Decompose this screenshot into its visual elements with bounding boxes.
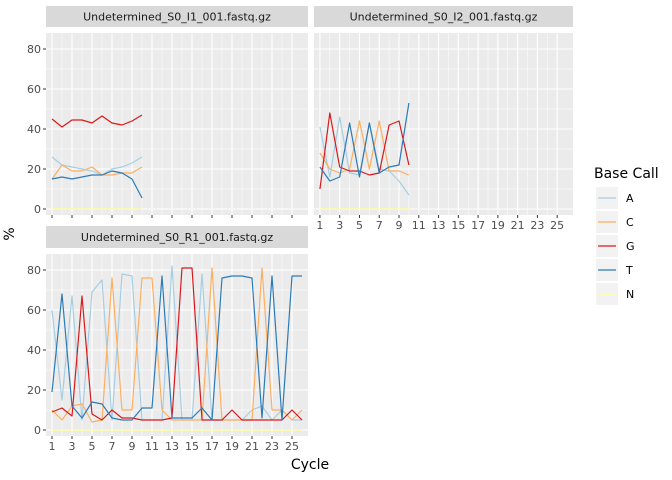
y-tick-label: 40: [27, 123, 41, 136]
y-axis-title: %: [2, 227, 18, 240]
series-line-C: [319, 120, 410, 176]
legend-label: G: [626, 240, 635, 253]
x-tick-label: 17: [205, 440, 219, 453]
x-tick-label: 5: [356, 219, 363, 232]
x-tick-label: 7: [109, 440, 116, 453]
panel-strip: [46, 6, 308, 27]
x-axis-title: Cycle: [291, 457, 329, 473]
legend-entry-N: N: [596, 283, 634, 305]
y-tick-label: 20: [27, 163, 41, 176]
series-line-G: [51, 267, 303, 421]
x-tick-label: 23: [530, 219, 544, 232]
panel-1: Undetermined_S0_I1_001.fastq.gz 0 20 40 60 80: [27, 6, 308, 218]
legend-entry-C: C: [596, 211, 634, 233]
y-tick-label: 0: [34, 424, 41, 437]
x-tick-label: 3: [336, 219, 343, 232]
legend-label: T: [625, 264, 633, 277]
panel-strip: [314, 6, 573, 27]
x-tick-label: 21: [511, 219, 525, 232]
panel-2: Undetermined_S0_I2_001.fastq.gz1 3 5 7 9 11 13…: [314, 6, 573, 232]
panel-background: [46, 33, 308, 215]
x-tick-label: 25: [285, 440, 299, 453]
panel-title: Undetermined_S0_I2_001.fastq.gz: [350, 11, 538, 24]
legend-entry-G: G: [596, 235, 635, 257]
x-tick-label: 1: [316, 219, 323, 232]
y-tick-label: 0: [34, 203, 41, 216]
y-tick-label: 60: [27, 304, 41, 317]
x-tick-label: 7: [376, 219, 383, 232]
panel-title: Undetermined_S0_I1_001.fastq.gz: [83, 11, 271, 24]
panel-strip: [46, 226, 308, 248]
x-tick-label: 23: [265, 440, 279, 453]
series-line-C: [51, 164, 143, 180]
y-tick-label: 40: [27, 344, 41, 357]
series-line-A: [51, 156, 143, 176]
legend-label: C: [626, 216, 634, 229]
x-tick-label: 1: [49, 440, 56, 453]
series-line-G: [319, 112, 410, 190]
x-tick-label: 13: [432, 219, 446, 232]
y-tick-label: 80: [27, 264, 41, 277]
x-tick-label: 9: [129, 440, 136, 453]
y-tick-label: 80: [27, 43, 41, 56]
x-tick-label: 13: [165, 440, 179, 453]
series-line-T: [319, 102, 410, 182]
series-line-T: [51, 275, 302, 421]
legend-entry-T: T: [596, 259, 633, 281]
panel-background: [314, 33, 573, 215]
x-tick-label: 21: [245, 440, 259, 453]
series-line-G: [51, 114, 143, 128]
x-tick-label: 9: [396, 219, 403, 232]
x-tick-label: 25: [550, 219, 564, 232]
x-tick-label: 15: [451, 219, 465, 232]
legend-label: N: [626, 288, 634, 301]
series-line-C: [51, 267, 303, 423]
x-tick-label: 11: [145, 440, 159, 453]
x-tick-label: 11: [412, 219, 426, 232]
x-tick-label: 15: [185, 440, 199, 453]
panel-title: Undetermined_S0_R1_001.fastq.gz: [81, 231, 273, 244]
x-tick-label: 17: [471, 219, 485, 232]
legend-entry-A: A: [596, 187, 634, 209]
panel-3: Undetermined_S0_R1_001.fastq.gz 0 20 40 60 80…: [27, 226, 308, 453]
y-tick-label: 60: [27, 83, 41, 96]
panels-layer: Undetermined_S0_I1_001.fastq.gz 0 20 40 60 80…: [27, 6, 573, 453]
x-tick-label: 19: [225, 440, 239, 453]
legend-label: A: [626, 192, 634, 205]
x-tick-label: 3: [69, 440, 76, 453]
x-tick-label: 19: [491, 219, 505, 232]
y-tick-label: 20: [27, 384, 41, 397]
legend-title: Base Call: [594, 166, 659, 182]
x-tick-label: 5: [89, 440, 96, 453]
series-line-T: [51, 170, 143, 199]
